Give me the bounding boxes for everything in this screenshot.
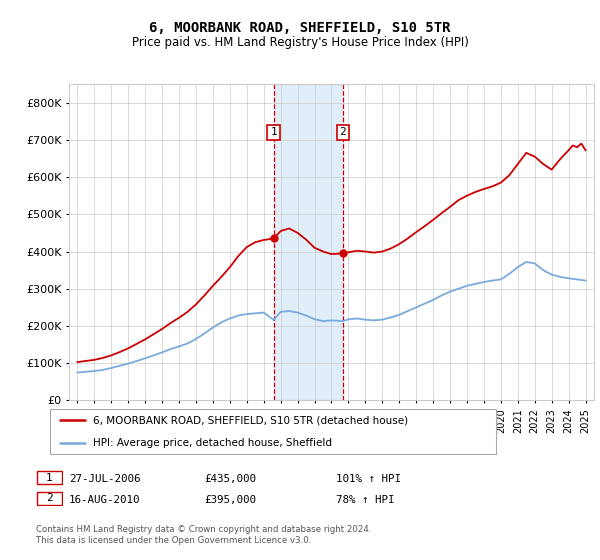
FancyBboxPatch shape: [50, 409, 496, 454]
Bar: [274, 84, 343, 400]
Text: 16-AUG-2010: 16-AUG-2010: [69, 494, 140, 505]
Text: 2: 2: [46, 493, 53, 503]
Text: 6, MOORBANK ROAD, SHEFFIELD, S10 5TR (detached house): 6, MOORBANK ROAD, SHEFFIELD, S10 5TR (de…: [93, 416, 408, 426]
Text: £435,000: £435,000: [204, 474, 256, 484]
Text: Price paid vs. HM Land Registry's House Price Index (HPI): Price paid vs. HM Land Registry's House …: [131, 36, 469, 49]
Text: HPI: Average price, detached house, Sheffield: HPI: Average price, detached house, Shef…: [93, 438, 332, 448]
Text: Contains HM Land Registry data © Crown copyright and database right 2024.
This d: Contains HM Land Registry data © Crown c…: [36, 525, 371, 545]
Text: 1: 1: [270, 127, 277, 137]
Text: 1: 1: [46, 473, 53, 483]
Text: 101% ↑ HPI: 101% ↑ HPI: [336, 474, 401, 484]
FancyBboxPatch shape: [37, 471, 62, 484]
FancyBboxPatch shape: [37, 492, 62, 505]
Text: 6, MOORBANK ROAD, SHEFFIELD, S10 5TR: 6, MOORBANK ROAD, SHEFFIELD, S10 5TR: [149, 21, 451, 35]
Text: £395,000: £395,000: [204, 494, 256, 505]
Text: 78% ↑ HPI: 78% ↑ HPI: [336, 494, 395, 505]
Text: 2: 2: [340, 127, 346, 137]
Text: 27-JUL-2006: 27-JUL-2006: [69, 474, 140, 484]
